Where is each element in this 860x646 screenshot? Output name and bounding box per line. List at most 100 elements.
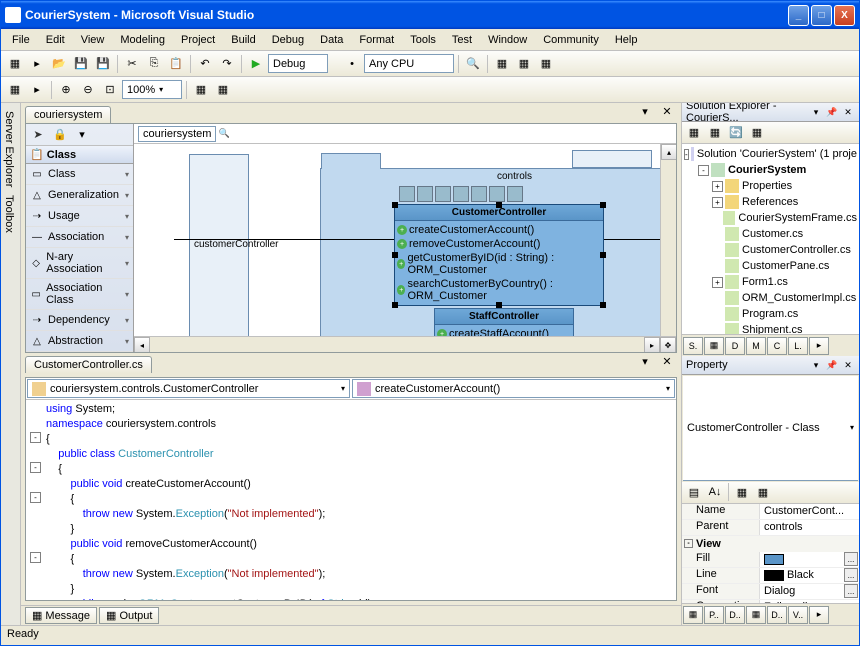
pt-3[interactable]: D..: [725, 606, 745, 624]
prop-az-button[interactable]: A↓: [705, 482, 725, 502]
menu-edit[interactable]: Edit: [39, 32, 72, 48]
menu-file[interactable]: File: [5, 32, 37, 48]
toolbox-generalization[interactable]: △Generalization▾: [26, 185, 133, 206]
property-object-combo[interactable]: CustomerController - Class▾: [683, 376, 858, 481]
panel-close[interactable]: ✕: [841, 105, 855, 119]
code-tab-close[interactable]: ✕: [657, 353, 677, 371]
property-grid[interactable]: NameCustomerCont...Parentcontrols-ViewFi…: [682, 504, 859, 604]
prop-close[interactable]: ✕: [841, 358, 855, 372]
canvas-scroll-v[interactable]: ▴: [660, 144, 676, 336]
tree-node[interactable]: +Form1.cs: [684, 274, 857, 290]
pt-6[interactable]: V..: [788, 606, 808, 624]
menu-test[interactable]: Test: [445, 32, 479, 48]
tree-node[interactable]: Program.cs: [684, 306, 857, 322]
prop-tb-3[interactable]: ▦: [732, 482, 752, 502]
prop-cat-button[interactable]: ▤: [684, 482, 704, 502]
tree-node[interactable]: Shipment.cs: [684, 322, 857, 334]
pt-7[interactable]: ▸: [809, 606, 829, 624]
tab-dropdown[interactable]: ▾: [635, 103, 655, 121]
tree-node[interactable]: ORM_CustomerImpl.cs: [684, 290, 857, 306]
pt-4[interactable]: ▦: [746, 606, 766, 624]
zoom-fit-button[interactable]: ⊡: [100, 80, 120, 100]
zoom-in-button[interactable]: ⊕: [56, 80, 76, 100]
menu-build[interactable]: Build: [224, 32, 262, 48]
menu-debug[interactable]: Debug: [265, 32, 311, 48]
lock-icon[interactable]: 🔒: [50, 125, 70, 145]
st-4[interactable]: M: [746, 337, 766, 355]
breadcrumb[interactable]: couriersystem: [138, 126, 216, 142]
minimize-button[interactable]: _: [788, 5, 809, 26]
menu-tools[interactable]: Tools: [403, 32, 443, 48]
menu-format[interactable]: Format: [352, 32, 401, 48]
menu-project[interactable]: Project: [174, 32, 222, 48]
left-tabstrip[interactable]: Server Explorer Toolbox: [1, 103, 21, 625]
class-toolbar-icons[interactable]: [399, 186, 523, 202]
save-all-button[interactable]: 💾: [93, 54, 113, 74]
new-project-button[interactable]: ▦: [5, 54, 25, 74]
toolbox-abstraction[interactable]: △Abstraction▾: [26, 331, 133, 352]
paste-button[interactable]: 📋: [166, 54, 186, 74]
designer-tab[interactable]: couriersystem: [25, 106, 111, 123]
tree-node[interactable]: Customer.cs: [684, 226, 857, 242]
zoom-out-button[interactable]: ⊖: [78, 80, 98, 100]
panel-pin-icon[interactable]: 📌: [825, 105, 839, 119]
undo-button[interactable]: ↶: [195, 54, 215, 74]
bottom-tab-message[interactable]: ▦Message: [25, 607, 97, 624]
pan-icon[interactable]: ✥: [660, 337, 676, 352]
config-combo[interactable]: Debug: [268, 54, 328, 73]
sol-tb-2[interactable]: ▦: [705, 123, 725, 143]
menu-view[interactable]: View: [74, 32, 112, 48]
prop-tb-4[interactable]: ▦: [753, 482, 773, 502]
tb2-c[interactable]: ▦: [191, 80, 211, 100]
tree-node[interactable]: CustomerPane.cs: [684, 258, 857, 274]
menu-modeling[interactable]: Modeling: [113, 32, 172, 48]
code-class-combo[interactable]: couriersystem.controls.CustomerControlle…: [27, 379, 350, 398]
tb-icon-2[interactable]: ▦: [514, 54, 534, 74]
st-1[interactable]: S.: [683, 337, 703, 355]
tool-more[interactable]: ▾: [72, 125, 92, 145]
package-ghost-right[interactable]: [572, 150, 652, 168]
st-6[interactable]: L.: [788, 337, 808, 355]
toolbox-association-class[interactable]: ▭Association Class▾: [26, 279, 133, 310]
code-member-combo[interactable]: createCustomerAccount() ▾: [352, 379, 675, 398]
solution-tree[interactable]: -Solution 'CourierSystem' (1 proje-Couri…: [682, 144, 859, 334]
tree-node[interactable]: CustomerController.cs: [684, 242, 857, 258]
canvas-scroll-h[interactable]: ◂ ▸ ✥: [134, 336, 676, 352]
tb2-d[interactable]: ▦: [213, 80, 233, 100]
st-3[interactable]: D: [725, 337, 745, 355]
zoom-combo[interactable]: 100%▾: [122, 80, 182, 99]
menu-window[interactable]: Window: [481, 32, 534, 48]
prop-pin-icon[interactable]: 📌: [825, 358, 839, 372]
st-2[interactable]: ▦: [704, 337, 724, 355]
st-5[interactable]: C: [767, 337, 787, 355]
tree-node[interactable]: CourierSystemFrame.cs: [684, 210, 857, 226]
class-staffcontroller[interactable]: StaffController+createStaffAccount(): [434, 308, 574, 336]
code-tab[interactable]: CustomerController.cs: [25, 356, 152, 373]
menu-data[interactable]: Data: [313, 32, 350, 48]
toolbox-dependency[interactable]: ⇢Dependency▾: [26, 310, 133, 331]
pointer-tool[interactable]: ➤: [28, 125, 48, 145]
sol-tb-1[interactable]: ▦: [684, 123, 704, 143]
class-customercontroller[interactable]: CustomerController+createCustomerAccount…: [394, 204, 604, 306]
cut-button[interactable]: ✂: [122, 54, 142, 74]
tree-node[interactable]: -CourierSystem: [684, 162, 857, 178]
add-item-button[interactable]: ▸: [27, 54, 47, 74]
pt-5[interactable]: D..: [767, 606, 787, 624]
open-button[interactable]: 📂: [49, 54, 69, 74]
toolbox-n-ary-association[interactable]: ◇N-ary Association▾: [26, 248, 133, 279]
tree-node[interactable]: +References: [684, 194, 857, 210]
bottom-tab-output[interactable]: ▦Output: [99, 607, 159, 624]
tree-node[interactable]: +Properties: [684, 178, 857, 194]
server-explorer-tab[interactable]: Server Explorer: [1, 107, 20, 191]
platform-combo[interactable]: Any CPU: [364, 54, 454, 73]
st-7[interactable]: ▸: [809, 337, 829, 355]
panel-dropdown[interactable]: ▾: [809, 105, 823, 119]
prop-dropdown[interactable]: ▾: [809, 358, 823, 372]
toolbox-class[interactable]: ▭Class▾: [26, 164, 133, 185]
menu-help[interactable]: Help: [608, 32, 645, 48]
tb2-a[interactable]: ▦: [5, 80, 25, 100]
copy-button[interactable]: ⎘: [144, 54, 164, 74]
save-button[interactable]: 💾: [71, 54, 91, 74]
tab-close-button[interactable]: ✕: [657, 103, 677, 121]
code-editor[interactable]: using System;namespace couriersystem.con…: [26, 400, 676, 600]
